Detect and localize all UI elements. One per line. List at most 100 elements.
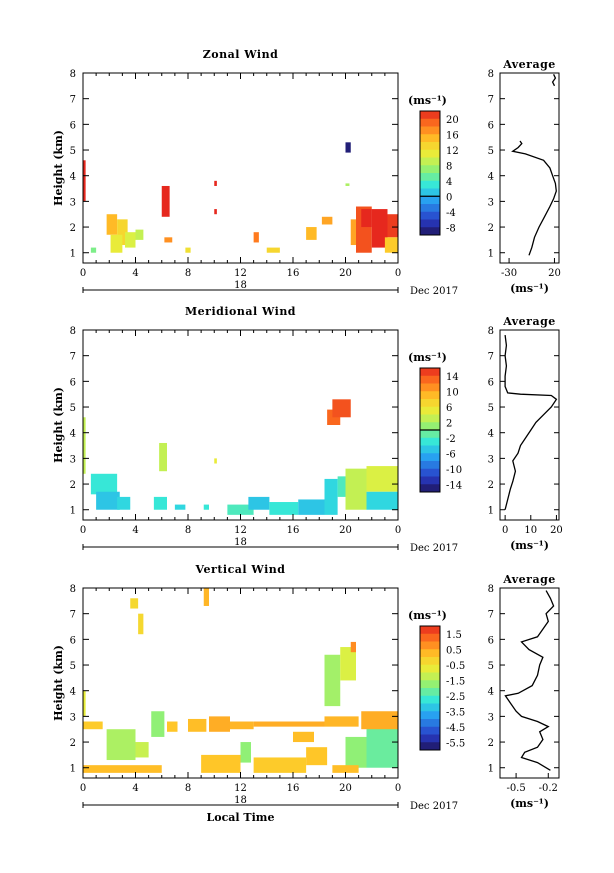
colorbar-unit: (ms⁻¹) xyxy=(408,351,447,364)
colorbar-segment-8 xyxy=(420,680,440,689)
y-axis-label: Height (km) xyxy=(52,645,65,721)
colorbar-segment-12 xyxy=(420,711,440,720)
colorbar-segment-9 xyxy=(420,173,440,182)
colorbar-segment-14 xyxy=(420,726,440,735)
colorbar-tick-6: -6 xyxy=(446,449,456,460)
y-tick-label-4: 4 xyxy=(70,429,76,440)
profile-y-tick-label-6: 6 xyxy=(488,635,494,646)
heatmap-cell-20 xyxy=(324,654,341,707)
date-day-label: 18 xyxy=(234,280,247,291)
x-tick-label-2: 4 xyxy=(132,268,138,279)
date-day-label: 18 xyxy=(234,795,247,806)
colorbar-frame xyxy=(419,110,441,236)
x-tick-label-7: 0 xyxy=(395,268,401,279)
y-tick-label-2: 2 xyxy=(70,480,76,491)
profile-y-tick-label-3: 3 xyxy=(488,197,494,208)
colorbar-segment-4 xyxy=(420,649,440,658)
colorbar-segment-15 xyxy=(420,476,440,485)
colorbar-tick-8: -8 xyxy=(446,223,456,234)
panel-title: Vertical Wind xyxy=(195,563,286,576)
heatmap-cell-21 xyxy=(361,209,372,228)
colorbar-tick-6: 0 xyxy=(446,192,452,203)
heatmap-cell-26 xyxy=(361,711,398,730)
profile-y-tick-label-3: 3 xyxy=(488,454,494,465)
heatmap-cell-12 xyxy=(269,502,299,515)
profile-x-tick-label-2: -0.2 xyxy=(539,783,558,794)
y-tick-label-4: 4 xyxy=(70,172,76,183)
profile-line xyxy=(504,335,558,510)
colorbar-tick-3: -0.5 xyxy=(446,661,465,672)
profile-frame xyxy=(499,587,560,779)
x-tick-label-4: 12 xyxy=(234,525,247,536)
heatmap-cell-23 xyxy=(324,716,359,727)
x-tick-label-5: 16 xyxy=(287,783,300,794)
colorbar-segment-10 xyxy=(420,437,440,446)
colorbar-segment-10 xyxy=(420,695,440,704)
y-tick-label-3: 3 xyxy=(70,712,76,723)
heatmap-cell-10 xyxy=(227,504,254,515)
colorbar-segment-1 xyxy=(420,111,440,120)
date-label: Dec 2017 xyxy=(410,286,458,297)
colorbar-segment-9 xyxy=(420,688,440,697)
heatmap-cell-9 xyxy=(164,237,173,243)
heatmap-cell-13 xyxy=(298,499,325,515)
colorbar-tick-7: -4.5 xyxy=(446,723,465,734)
profile-x-label: (ms⁻¹) xyxy=(510,282,549,295)
y-tick-label-7: 7 xyxy=(70,610,76,621)
x-tick-label-3: 8 xyxy=(185,783,191,794)
profile-title: Average xyxy=(502,58,556,71)
colorbar-segment-2 xyxy=(420,633,440,642)
x-tick-label-3: 8 xyxy=(185,525,191,536)
heatmap-cell-6 xyxy=(125,232,136,248)
heatmap-cell-7 xyxy=(167,721,178,732)
profile-x-label: (ms⁻¹) xyxy=(510,539,549,552)
colorbar-tick-8: -5.5 xyxy=(446,738,465,749)
colorbar-tick-2: 10 xyxy=(446,387,459,398)
y-tick-label-6: 6 xyxy=(70,377,76,388)
profile-y-tick-label-1: 1 xyxy=(488,506,494,517)
profile-y-tick-label-7: 7 xyxy=(488,95,494,106)
profile-y-tick-label-4: 4 xyxy=(488,429,494,440)
heatmap-cell-1 xyxy=(83,690,86,717)
y-tick-label-1: 1 xyxy=(70,506,76,517)
colorbar-tick-3: 6 xyxy=(446,403,452,414)
heatmap-cell-25 xyxy=(366,726,398,768)
profile-y-tick-label-3: 3 xyxy=(488,712,494,723)
colorbar-tick-3: 12 xyxy=(446,146,459,157)
y-tick-label-7: 7 xyxy=(70,352,76,363)
x-tick-label-6: 20 xyxy=(339,525,352,536)
profile-y-tick-label-2: 2 xyxy=(488,480,494,491)
heatmap-cell-12 xyxy=(214,209,217,215)
profile-y-tick-label-6: 6 xyxy=(488,377,494,388)
y-tick-label-1: 1 xyxy=(70,764,76,775)
colorbar-segment-16 xyxy=(420,227,440,236)
colorbar-tick-6: -3.5 xyxy=(446,707,465,718)
heatmap-cell-7 xyxy=(135,229,144,240)
y-tick-label-4: 4 xyxy=(70,687,76,698)
colorbar-tick-5: -2 xyxy=(446,434,456,445)
profile-x-label: (ms⁻¹) xyxy=(510,797,549,810)
heatmap-cells xyxy=(83,399,398,515)
heatmap-cell-8 xyxy=(161,185,170,217)
heatmap-cell-23 xyxy=(387,214,398,238)
heatmap-cell-18 xyxy=(345,468,367,510)
y-axis-label: Height (km) xyxy=(52,130,65,206)
heatmap-cell-5 xyxy=(110,234,123,253)
heatmap-cell-18 xyxy=(293,731,314,743)
colorbar-segment-2 xyxy=(420,375,440,384)
colorbar-tick-1: 20 xyxy=(446,115,459,126)
heatmap-cell-9 xyxy=(203,588,209,606)
heatmap-cell-10 xyxy=(130,598,139,609)
x-tick-label-7: 0 xyxy=(395,783,401,794)
y-tick-label-2: 2 xyxy=(70,223,76,234)
colorbar-tick-7: -4 xyxy=(446,208,456,219)
colorbar-segment-13 xyxy=(420,719,440,728)
heatmap-cell-2 xyxy=(83,765,162,773)
profile-y-tick-label-8: 8 xyxy=(488,326,494,337)
colorbar-segment-13 xyxy=(420,204,440,213)
heatmap-cell-4 xyxy=(117,219,128,246)
colorbar-segment-5 xyxy=(420,142,440,151)
colorbar-unit: (ms⁻¹) xyxy=(408,609,447,622)
heatmap-cell-18 xyxy=(345,142,351,153)
